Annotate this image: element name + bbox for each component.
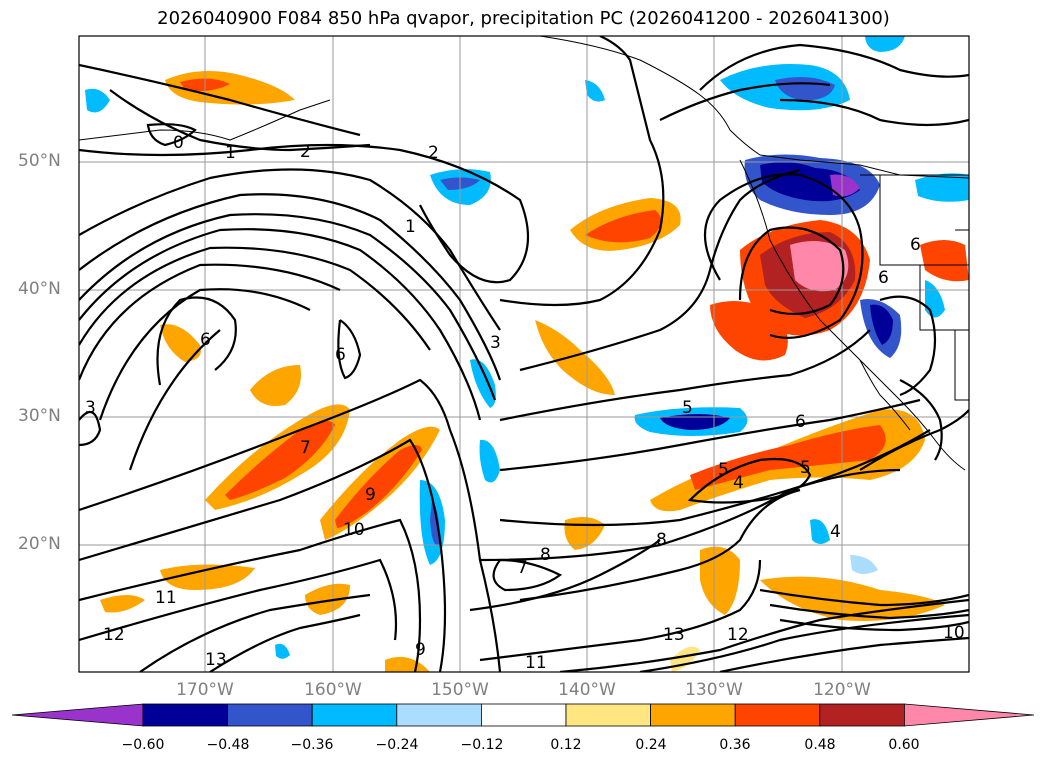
colorbar-swatch <box>396 703 482 727</box>
lat-label-30n: 30°N <box>18 406 61 426</box>
contour-label: 2 <box>300 142 311 162</box>
contour-label: 10 <box>943 623 965 643</box>
contour-label: 5 <box>682 398 693 418</box>
colorbar-swatch <box>650 703 736 727</box>
colorbar-tick: 0.12 <box>550 737 582 753</box>
contour-label: 3 <box>490 333 501 353</box>
colorbar-swatch <box>904 703 1035 727</box>
colorbar-tick: −0.60 <box>121 737 165 753</box>
colorbar-tick: 0.36 <box>719 737 751 753</box>
colorbar-tick: 0.60 <box>888 737 920 753</box>
contour-label: 7 <box>517 558 528 578</box>
lon-label-130w: 130°W <box>685 680 743 700</box>
contour-label: 6 <box>910 235 921 255</box>
contour-label: 4 <box>733 473 744 493</box>
contour-label: 4 <box>830 522 841 542</box>
colorbar-swatch <box>734 703 821 727</box>
contour-label: 6 <box>795 412 806 432</box>
lat-label-20n: 20°N <box>18 534 61 554</box>
contour-label: 0 <box>173 133 184 153</box>
colorbar-tick: 0.24 <box>635 737 667 753</box>
contour-label: 3 <box>85 398 96 418</box>
colorbar-swatch <box>11 703 144 727</box>
lon-label-160w: 160°W <box>304 680 362 700</box>
colorbar-swatch <box>819 703 905 727</box>
lat-label-40n: 40°N <box>18 279 61 299</box>
contour-label: 1 <box>405 217 416 237</box>
colorbar-swatch <box>311 703 398 727</box>
colorbar-swatch <box>227 703 313 727</box>
contour-label: 2 <box>428 143 439 163</box>
contour-label: 13 <box>663 625 685 645</box>
contour-label: 7 <box>300 438 311 458</box>
colorbar-swatch <box>142 703 228 727</box>
qvapor-contours <box>79 36 969 672</box>
colorbar <box>11 703 1035 727</box>
contour-label: 6 <box>200 330 211 350</box>
contour-label: 9 <box>415 640 426 660</box>
contour-label: 9 <box>365 485 376 505</box>
lon-label-150w: 150°W <box>431 680 489 700</box>
colorbar-swatch <box>480 703 567 727</box>
contour-label: 1 <box>225 143 236 163</box>
lat-label-50n: 50°N <box>18 151 61 171</box>
contour-label: 12 <box>103 625 125 645</box>
map-title: 2026040900 F084 850 hPa qvapor, precipit… <box>157 8 890 29</box>
lon-label-170w: 170°W <box>176 680 234 700</box>
contour-label: 5 <box>800 458 811 478</box>
contour-labels: 0 1 2 2 1 3 6 6 3 7 9 10 8 7 8 11 12 13 … <box>85 133 965 673</box>
contour-label: 12 <box>727 625 749 645</box>
colorbar-tick: −0.36 <box>290 737 334 753</box>
colorbar-tick: 0.48 <box>804 737 836 753</box>
contour-label: 8 <box>540 545 551 565</box>
colorbar-swatch <box>565 703 651 727</box>
colorbar-tick: −0.12 <box>460 737 504 753</box>
lon-label-140w: 140°W <box>558 680 616 700</box>
colorbar-tick: −0.48 <box>206 737 250 753</box>
colorbar-tick: −0.24 <box>375 737 419 753</box>
contour-label: 11 <box>525 653 547 673</box>
coastlines <box>79 36 969 471</box>
contour-label: 6 <box>335 345 346 365</box>
contour-label: 6 <box>878 268 889 288</box>
map-panel: 0 1 2 2 1 3 6 6 3 7 9 10 8 7 8 11 12 13 … <box>78 35 970 673</box>
contour-label: 10 <box>343 520 365 540</box>
contour-label: 13 <box>205 650 227 670</box>
contour-label: 11 <box>155 588 177 608</box>
contour-label: 5 <box>718 460 729 480</box>
contour-label: 8 <box>656 530 667 550</box>
lon-label-120w: 120°W <box>813 680 871 700</box>
